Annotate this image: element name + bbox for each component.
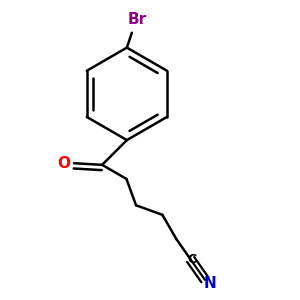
- Text: N: N: [203, 276, 216, 291]
- Text: O: O: [57, 156, 70, 171]
- Text: C: C: [188, 253, 197, 266]
- Text: Br: Br: [127, 12, 146, 27]
